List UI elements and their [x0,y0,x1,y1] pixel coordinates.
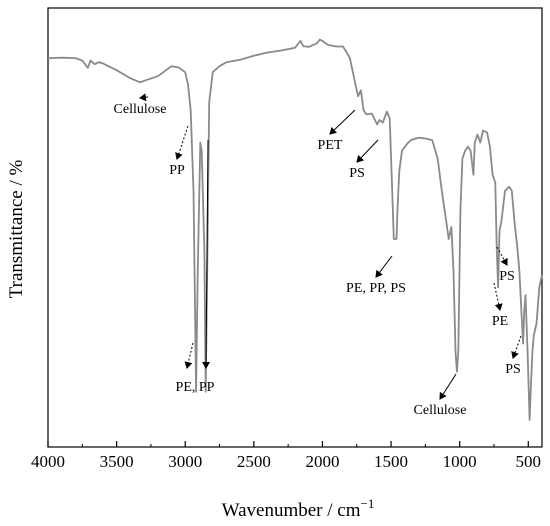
annotation-5: PS [496,246,515,284]
annotation-1: PP [169,125,189,178]
annotation-arrow-7 [511,335,522,359]
x-axis-tick-labels: 4000 3500 3000 2500 2000 1500 1000 500 [31,452,541,471]
annotation-label-4: PE, PP, PS [346,281,406,296]
annotation-0: Cellulose [114,93,167,117]
annotation-arrow-0 [139,93,149,102]
x-axis-title: Wavenumber / cm−1 [222,496,375,521]
annotation-label-8: Cellulose [414,403,467,418]
x-tick-label-2000: 2000 [305,452,339,471]
annotation-label-5: PS [499,269,515,284]
x-tick-label-1500: 1500 [374,452,408,471]
annotation-6: PE [492,282,508,329]
x-tick-label-2500: 2500 [237,452,271,471]
annotation-arrow-6 [493,282,503,311]
y-axis-title: Transmittance / % [6,160,27,299]
annotation-arrow-9-b [202,139,211,369]
annotation-2: PET [318,109,356,153]
annotation-label-3: PS [349,166,365,181]
x-axis-title-text: Wavenumber / cm [222,500,361,521]
annotation-arrow-2 [329,109,356,135]
annotation-label-0: Cellulose [114,102,167,117]
x-axis-title-sup: −1 [360,496,374,511]
plot-frame [47,7,543,448]
annotation-label-9: PE, PP [176,380,215,395]
spectrum-line-0 [47,38,543,421]
annotation-label-1: PP [169,163,185,178]
annotation-arrow-3 [356,139,379,163]
annotation-7: PS [505,335,522,377]
annotation-8: Cellulose [414,373,467,418]
annotation-label-2: PET [318,138,343,153]
annotation-label-7: PS [505,362,521,377]
annotation-arrow-5 [496,246,508,266]
annotation-arrow-1 [175,125,189,160]
annotation-arrow-4 [375,255,393,278]
annotations: Cellulose PP PET PS PE, PP, PS PS PE PS Cellulos… [114,93,522,418]
x-tick-label-500: 500 [516,452,542,471]
x-axis-ticks [47,441,529,447]
annotation-label-6: PE [492,314,508,329]
annotation-9: PE, PP [176,139,215,395]
annotation-arrow-8 [439,373,457,400]
x-tick-label-1000: 1000 [443,452,477,471]
x-tick-label-3500: 3500 [100,452,134,471]
annotation-3: PS [349,139,379,181]
x-tick-label-3000: 3000 [168,452,202,471]
annotation-4: PE, PP, PS [346,255,406,296]
plot-border [47,7,543,448]
series-group [47,38,543,421]
annotation-arrow-9 [184,342,194,369]
x-tick-label-4000: 4000 [31,452,65,471]
